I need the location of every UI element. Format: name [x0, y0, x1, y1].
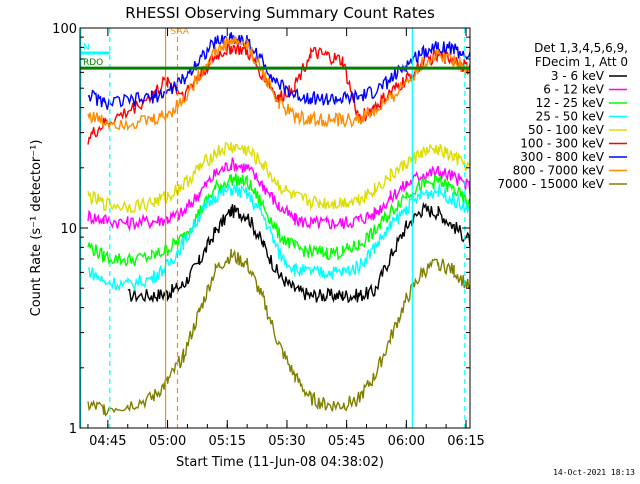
flag-label-n: N — [83, 43, 90, 53]
legend: Det 1,3,4,5,6,9,FDecim 1, Att 03 - 6 keV… — [497, 41, 628, 191]
y-axis-label: Count Rate (s⁻¹ detector⁻¹) — [29, 140, 44, 317]
legend-entry-label: 800 - 7000 keV — [513, 164, 605, 178]
chart-title: RHESSI Observing Summary Count Rates — [125, 4, 435, 22]
legend-entry-label: 3 - 6 keV — [551, 69, 605, 83]
legend-header-line: Det 1,3,4,5,6,9, — [534, 41, 628, 55]
x-tick-label: 05:00 — [149, 434, 186, 449]
legend-entry-label: 50 - 100 keV — [528, 123, 605, 137]
y-tick-label: 1 — [69, 422, 77, 437]
y-tick-label: 100 — [52, 22, 77, 37]
legend-entry-label: 12 - 25 keV — [536, 96, 605, 110]
flag-label-saa: SAA — [171, 27, 190, 37]
flag-layer: RDO N SAA — [80, 27, 470, 70]
x-axis-label: Start Time (11-Jun-08 04:38:02) — [176, 455, 384, 470]
x-tick-label: 06:15 — [447, 434, 484, 449]
legend-entry-label: 100 - 300 keV — [520, 137, 604, 151]
legend-entry-label: 25 - 50 keV — [536, 110, 605, 124]
generation-timestamp: 14-Oct-2021 18:13 — [553, 468, 635, 477]
y-tick-label: 10 — [60, 222, 77, 237]
legend-header-line: FDecim 1, Att 0 — [535, 55, 628, 69]
x-tick-label: 06:00 — [388, 434, 425, 449]
x-tick-label: 04:45 — [89, 434, 126, 449]
x-tick-label: 05:45 — [328, 434, 365, 449]
series-800-7000-kev — [87, 36, 471, 132]
flag-label-rdo: RDO — [83, 58, 103, 68]
legend-entry-label: 300 - 800 keV — [520, 150, 604, 164]
axis-layer: 04:45 05:00 05:15 05:30 05:45 06:00 06:15 1 10 10… — [52, 22, 485, 449]
series-3-6-kev — [127, 201, 471, 304]
legend-entry-label: 6 - 12 keV — [543, 83, 605, 97]
legend-entry-label: 7000 - 15000 keV — [497, 177, 604, 191]
x-tick-label: 05:30 — [268, 434, 305, 449]
x-tick-label: 05:15 — [209, 434, 246, 449]
marker-layer — [80, 28, 466, 428]
